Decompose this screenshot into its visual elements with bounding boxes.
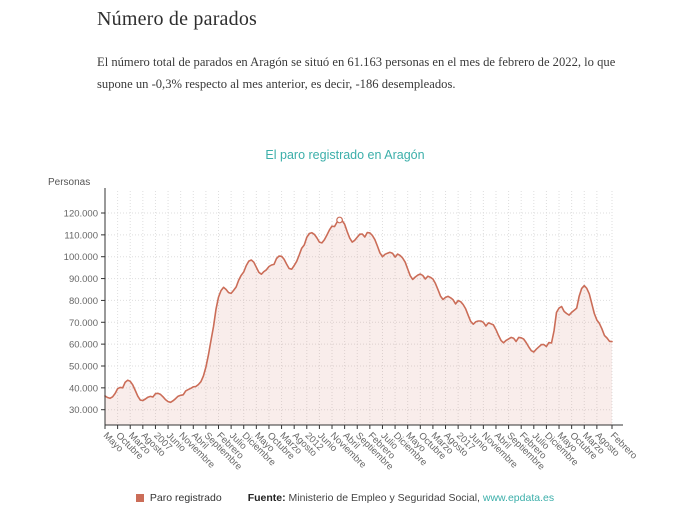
description-line-2: supone un -0,3% respecto al mes anterior… xyxy=(97,77,456,91)
chart-title: El paro registrado en Aragón xyxy=(265,148,424,162)
y-tick-label: 60.000 xyxy=(69,340,98,351)
legend-label: Paro registrado xyxy=(149,492,222,504)
source-link[interactable]: www.epdata.es xyxy=(482,492,555,504)
max-point-marker xyxy=(336,216,343,224)
page-title: Número de parados xyxy=(97,8,258,30)
y-tick-label: 70.000 xyxy=(69,318,98,329)
article-header: Número de parados El número total de par… xyxy=(97,8,617,95)
chart-canvas: 30.000 40.000 50.000 60.000 70.000 80.000 90.0… xyxy=(64,188,639,472)
source-label: Fuente: xyxy=(247,492,286,504)
chart-footer: Paro registrado Fuente: Ministerio de Em… xyxy=(0,492,690,504)
y-tick-label: 50.000 xyxy=(69,361,98,372)
y-tick-label: 80.000 xyxy=(69,296,98,307)
y-tick-label: 90.000 xyxy=(69,274,98,285)
source-note: Fuente: Ministerio de Empleo y Seguridad… xyxy=(248,492,554,504)
y-tick-label: 30.000 xyxy=(69,405,98,416)
source-text: Ministerio de Empleo y Seguridad Social, xyxy=(285,492,483,504)
legend-swatch-icon xyxy=(135,494,144,502)
unemployment-chart: El paro registrado en Aragón Personas 30… xyxy=(48,148,639,472)
series-line xyxy=(104,219,613,404)
y-tick-label: 120.000 xyxy=(64,209,98,220)
y-tick-label: 40.000 xyxy=(69,383,98,394)
y-tick-label: 100.000 xyxy=(64,252,98,263)
y-tick-label: 110.000 xyxy=(64,230,98,241)
page-description: El número total de parados en Aragón se … xyxy=(97,51,617,95)
series-area-fill xyxy=(105,220,612,425)
description-line-1: El número total de parados en Aragón se … xyxy=(97,55,616,69)
legend-item-paro-registrado[interactable]: Paro registrado xyxy=(135,492,222,504)
y-axis-title: Personas xyxy=(48,177,90,188)
chart-container: El paro registrado en Aragón Personas 30… xyxy=(0,140,690,490)
